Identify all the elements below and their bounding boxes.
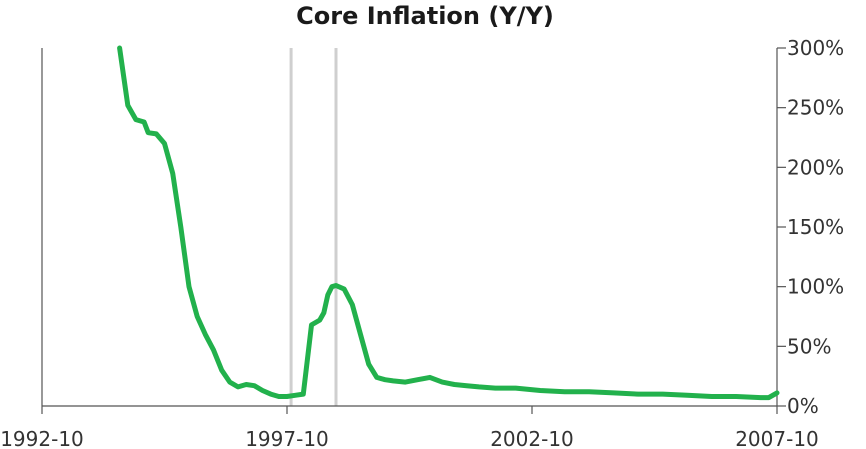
x-axis: 1992-10 1997-10 2002-10 2007-10 (0, 406, 819, 449)
y-tick-label: 300% (787, 36, 844, 60)
series-line-1 (117, 45, 780, 401)
y-axis: 0% 50% 100% 150% 200% 250% 300% (777, 36, 844, 418)
x-tick-label: 1997-10 (245, 427, 329, 449)
chart-axes (41, 48, 778, 407)
chart-title: Core Inflation (Y/Y) (296, 2, 554, 30)
x-tick-label: 1992-10 (0, 427, 84, 449)
y-tick-label: 100% (787, 275, 844, 299)
y-tick-label: 150% (787, 215, 844, 239)
x-tick-label: 2007-10 (735, 427, 819, 449)
chart-series (117, 45, 780, 401)
x-tick-label: 2002-10 (490, 427, 574, 449)
y-tick-label: 200% (787, 155, 844, 179)
y-tick-label: 50% (787, 334, 831, 358)
y-tick-label: 0% (787, 394, 819, 418)
y-tick-label: 250% (787, 96, 844, 120)
reference-lines (289, 48, 338, 406)
